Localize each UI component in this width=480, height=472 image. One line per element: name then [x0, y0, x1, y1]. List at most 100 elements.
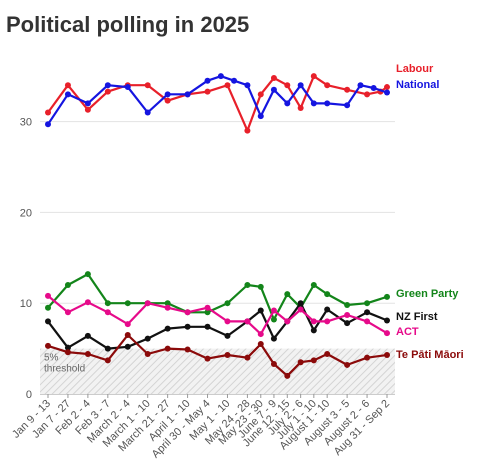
data-point	[244, 318, 251, 325]
data-point	[144, 335, 151, 342]
data-point	[64, 91, 71, 98]
data-point	[270, 316, 277, 323]
data-point	[104, 82, 111, 89]
data-point	[284, 82, 291, 89]
data-point	[204, 309, 211, 316]
data-point	[284, 291, 291, 298]
data-point	[310, 318, 317, 325]
data-point	[270, 86, 277, 93]
series-label: Green Party	[396, 288, 459, 300]
data-point	[364, 318, 371, 325]
data-point	[124, 84, 131, 91]
data-point	[364, 354, 371, 361]
data-point	[144, 82, 151, 89]
data-point	[204, 323, 211, 330]
data-point	[270, 307, 277, 314]
data-point	[164, 304, 171, 311]
data-point	[284, 100, 291, 107]
data-point	[184, 309, 191, 316]
series-labels: Labour National Green Party NZ First ACT Te P…	[396, 63, 464, 361]
data-point	[224, 82, 231, 89]
data-point	[45, 342, 51, 349]
data-point	[231, 77, 238, 84]
data-point	[324, 318, 331, 325]
data-point	[310, 282, 317, 289]
data-point	[257, 113, 264, 120]
data-point	[324, 291, 331, 298]
data-point	[64, 282, 71, 289]
y-tick-label: 0	[26, 389, 32, 401]
data-point	[270, 335, 277, 342]
data-point	[297, 104, 304, 111]
data-point	[84, 271, 91, 278]
data-point	[84, 100, 91, 107]
data-point	[144, 351, 151, 358]
data-point	[344, 102, 351, 109]
data-point	[244, 354, 251, 361]
data-point	[324, 306, 331, 313]
data-point	[384, 330, 390, 337]
data-point	[270, 74, 277, 81]
data-point	[284, 372, 291, 379]
page-title: Political polling in 2025	[6, 12, 250, 37]
data-point	[184, 91, 191, 98]
data-point	[204, 88, 211, 95]
data-point	[324, 100, 331, 107]
y-axis: 0 10 20 30	[20, 117, 32, 401]
series-label: National	[396, 79, 439, 91]
series-label: Te Pāti Māori	[396, 349, 464, 361]
data-point	[257, 341, 264, 348]
data-point	[344, 361, 351, 368]
data-point	[64, 349, 71, 356]
data-point	[204, 304, 211, 311]
data-point	[84, 332, 91, 339]
series-layer	[45, 73, 390, 379]
series-line-nz-first	[47, 302, 388, 350]
data-point	[224, 318, 231, 325]
data-point	[257, 331, 264, 338]
data-point	[45, 304, 51, 311]
data-point	[364, 300, 371, 307]
data-point	[164, 97, 171, 104]
data-point	[204, 77, 211, 84]
y-tick-label: 30	[20, 117, 32, 129]
data-point	[45, 109, 51, 116]
data-point	[45, 318, 51, 325]
data-point	[384, 317, 390, 324]
data-point	[344, 86, 351, 93]
series-label: NZ First	[396, 311, 438, 323]
data-point	[84, 106, 91, 113]
data-point	[257, 307, 264, 314]
data-point	[84, 351, 91, 358]
data-point	[164, 325, 171, 332]
data-point	[124, 321, 131, 328]
series-label: ACT	[396, 326, 419, 338]
data-point	[45, 292, 51, 299]
data-point	[164, 300, 171, 307]
data-point	[297, 359, 304, 366]
data-point	[297, 306, 304, 313]
data-point	[284, 318, 291, 325]
y-tick-label: 10	[20, 298, 32, 310]
data-point	[104, 345, 111, 352]
data-point	[164, 91, 171, 98]
data-point	[297, 82, 304, 89]
data-point	[244, 282, 251, 289]
data-point	[310, 73, 317, 80]
data-point	[124, 331, 131, 338]
data-point	[184, 346, 191, 353]
data-point	[384, 293, 390, 300]
data-point	[310, 327, 317, 334]
data-point	[104, 357, 111, 364]
data-point	[384, 84, 390, 91]
data-point	[104, 300, 111, 307]
data-point	[224, 332, 231, 339]
data-point	[64, 309, 71, 316]
data-point	[384, 351, 390, 358]
data-point	[297, 300, 304, 307]
data-point	[224, 351, 231, 358]
data-point	[364, 91, 371, 98]
data-point	[217, 73, 224, 80]
